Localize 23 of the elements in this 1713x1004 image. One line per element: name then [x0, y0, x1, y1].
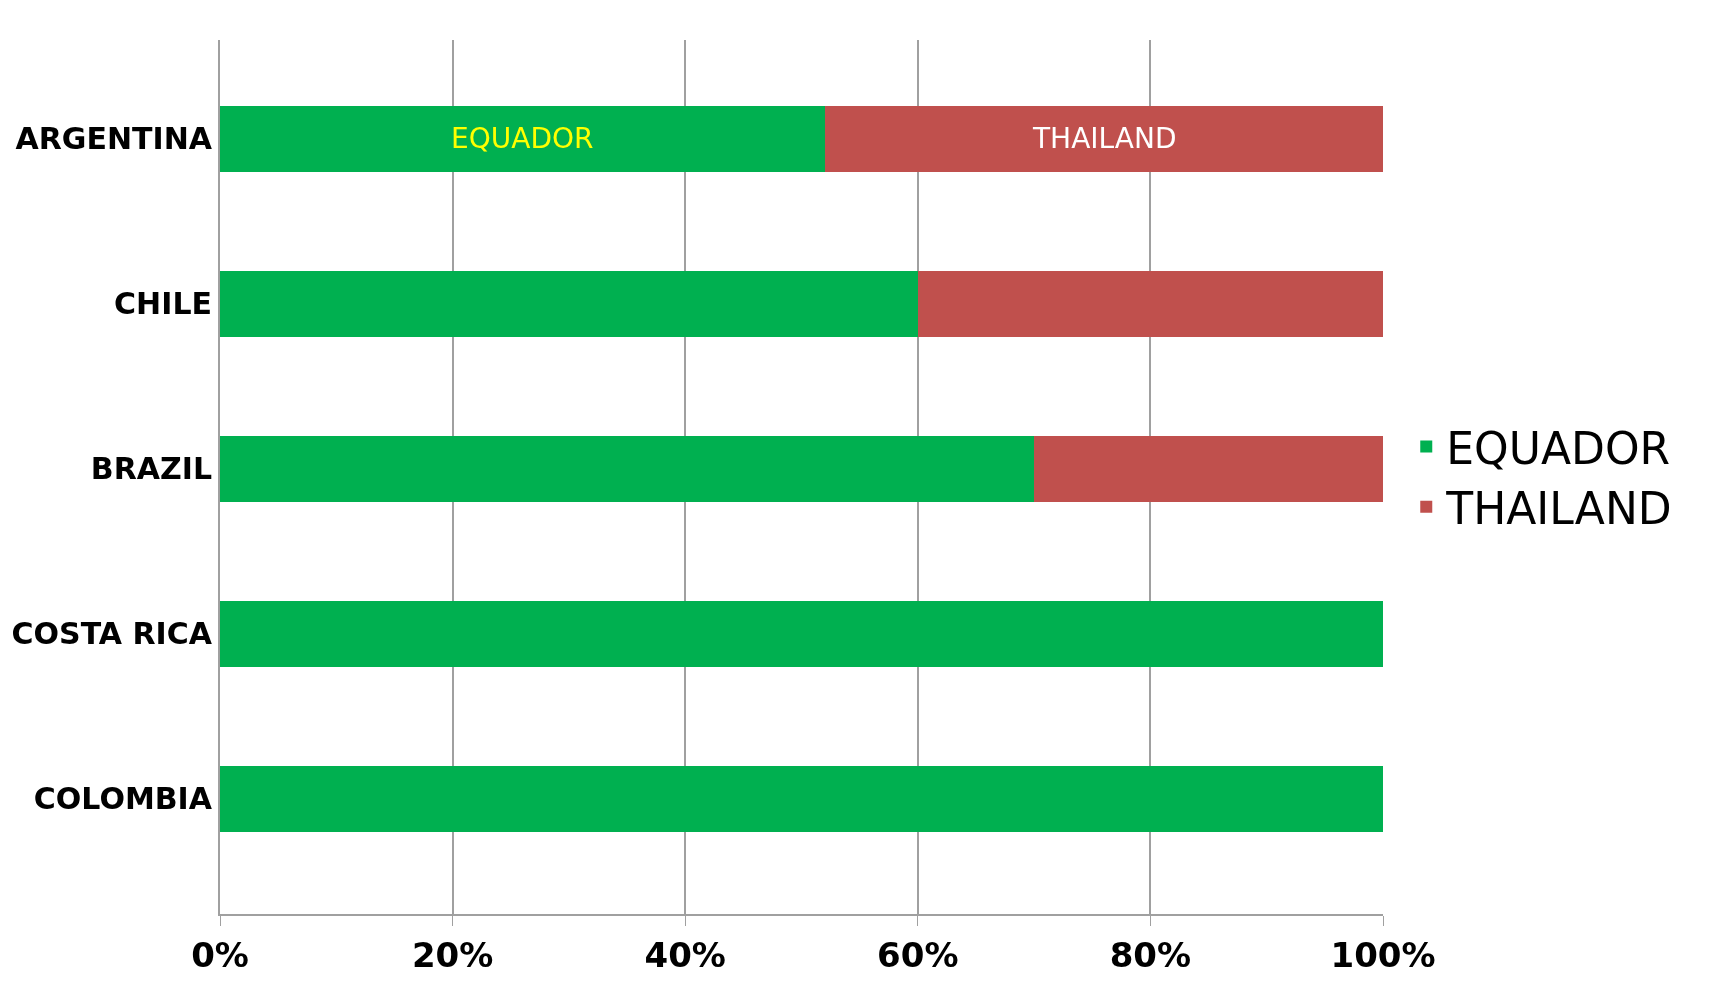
y-tick-label: BRAZIL	[90, 451, 212, 487]
y-tick-label: ARGENTINA	[15, 121, 213, 157]
bar	[220, 765, 1383, 832]
x-tick-label: 40%	[644, 934, 726, 975]
annotation: EQUADOR	[451, 122, 594, 155]
y-tick-label: CHILE	[114, 286, 212, 322]
legend-label: EQUADOR	[1446, 422, 1671, 474]
bar	[824, 105, 1383, 172]
legend-label: THAILAND	[1445, 482, 1672, 534]
annotation: THAILAND	[1032, 122, 1177, 155]
bar	[917, 270, 1383, 337]
bar	[220, 435, 1035, 502]
x-tick-label: 20%	[411, 934, 494, 975]
x-tick-label: 100%	[1330, 934, 1436, 975]
bar	[1034, 435, 1383, 502]
y-tick-label: COSTA RICA	[11, 616, 213, 652]
bar	[220, 270, 918, 337]
y-tick-label: COLOMBIA	[33, 781, 213, 817]
x-tick-label: 0%	[191, 934, 249, 975]
bar	[220, 600, 1383, 667]
x-tick-label: 60%	[877, 934, 959, 975]
x-tick-label: 80%	[1109, 934, 1192, 975]
bar	[220, 105, 825, 172]
